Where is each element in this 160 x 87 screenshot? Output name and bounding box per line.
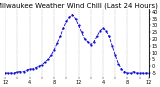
Title: Milwaukee Weather Wind Chill (Last 24 Hours): Milwaukee Weather Wind Chill (Last 24 Ho…	[0, 2, 158, 9]
